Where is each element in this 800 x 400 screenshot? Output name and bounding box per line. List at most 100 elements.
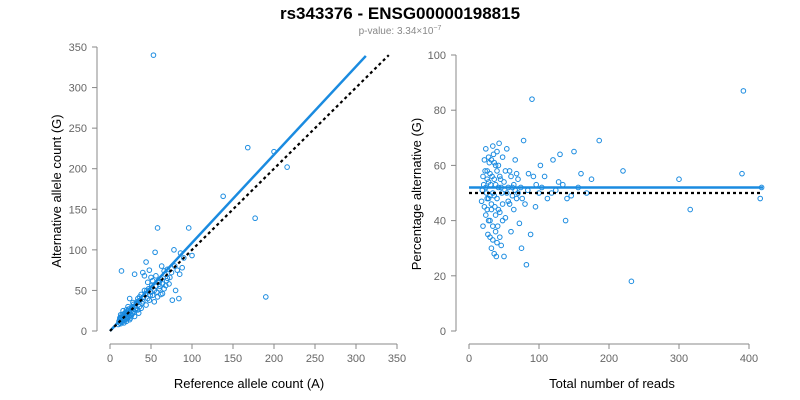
left-data-point	[149, 292, 156, 299]
right-data-point	[485, 179, 492, 185]
left-data-point	[146, 267, 153, 273]
left-data-point	[176, 271, 183, 278]
right-data-point	[491, 250, 498, 257]
left-data-point	[220, 193, 226, 200]
right-data-point	[568, 192, 575, 199]
right-data-point	[501, 253, 507, 260]
right-data-point	[504, 146, 510, 152]
right-data-point	[620, 168, 626, 174]
right-data-point	[481, 204, 488, 210]
right-data-point	[487, 234, 493, 240]
right-data-point	[483, 212, 489, 218]
pvalue-prefix: p-value: 3.34×10	[359, 26, 434, 37]
left-data-point	[150, 52, 157, 58]
right-data-point	[490, 237, 496, 243]
right-data-point	[515, 190, 521, 196]
right-data-point	[499, 201, 506, 207]
left-fit-line	[109, 55, 367, 332]
right-data-point	[512, 157, 519, 163]
left-data-point	[126, 316, 133, 323]
right-data-point	[544, 195, 551, 202]
right-data-point	[518, 245, 525, 251]
left-x-axis-label: Reference allele count (A)	[174, 376, 324, 391]
right-data-point	[497, 173, 503, 180]
right-x-tick-label: 200	[600, 353, 618, 365]
right-y-tick-label: 60	[434, 160, 446, 172]
left-data-point	[143, 259, 149, 265]
left-x-tick-label: 150	[224, 353, 242, 365]
left-x-tick-label: 350	[388, 353, 406, 365]
right-x-tick-label: 400	[740, 353, 758, 365]
right-y-tick-label: 0	[440, 326, 446, 338]
left-data-point	[263, 294, 269, 300]
left-x-tick-label: 50	[145, 353, 157, 365]
left-data-point	[284, 164, 290, 170]
right-y-tick-label: 20	[434, 271, 446, 283]
right-data-point	[494, 239, 500, 246]
left-data-point	[154, 294, 161, 300]
right-data-point	[557, 151, 563, 158]
left-data-point	[171, 247, 177, 253]
right-data-point	[478, 198, 485, 205]
right-data-point	[492, 162, 499, 169]
left-data-point	[176, 295, 182, 302]
right-data-point	[494, 168, 500, 174]
right-data-point	[484, 176, 491, 182]
left-data-point	[152, 249, 158, 256]
left-panel-allele-counts: Reference allele count (A) Alternative a…	[49, 42, 406, 391]
right-data-point	[492, 204, 498, 210]
right-data-point	[484, 195, 491, 202]
left-y-tick-label: 200	[69, 164, 87, 176]
right-data-point	[499, 154, 506, 160]
left-data-point	[158, 263, 165, 269]
right-data-point	[495, 162, 502, 169]
right-data-point	[519, 195, 526, 202]
right-data-point	[529, 96, 535, 102]
right-data-point	[757, 195, 764, 202]
right-data-point	[520, 137, 527, 144]
right-data-point	[488, 206, 495, 213]
left-data-point	[153, 273, 159, 279]
right-y-tick-label: 80	[434, 105, 446, 117]
right-data-point	[482, 168, 488, 174]
right-data-point	[496, 140, 502, 147]
right-data-point	[497, 209, 503, 216]
right-data-point	[484, 168, 491, 174]
right-data-point	[494, 148, 500, 155]
left-data-point	[135, 310, 142, 316]
right-data-point	[532, 204, 539, 210]
right-data-point	[487, 170, 493, 177]
right-data-point	[501, 179, 507, 185]
right-data-point	[492, 212, 499, 218]
right-data-point	[537, 162, 544, 169]
right-data-point	[497, 176, 504, 182]
right-data-point	[739, 170, 745, 177]
left-data-point	[146, 297, 153, 303]
right-data-point	[687, 206, 694, 213]
right-data-point	[491, 176, 498, 182]
right-data-point	[588, 176, 595, 182]
right-data-point	[550, 157, 556, 163]
right-data-point	[628, 278, 635, 285]
right-data-point	[505, 198, 512, 205]
right-data-point	[495, 206, 502, 213]
left-y-tick-label: 300	[69, 83, 87, 95]
left-data-point	[185, 225, 192, 231]
right-data-point	[494, 195, 500, 202]
right-data-point	[490, 223, 496, 229]
right-data-point	[523, 261, 530, 268]
left-data-point	[121, 320, 127, 326]
left-y-tick-label: 350	[69, 42, 87, 54]
left-data-point	[169, 297, 176, 303]
right-data-point	[506, 201, 513, 207]
left-data-point	[148, 274, 154, 281]
left-y-tick-label: 50	[75, 285, 87, 297]
left-data-point	[138, 305, 144, 312]
left-data-point	[159, 290, 166, 297]
left-y-tick-label: 0	[81, 326, 87, 338]
left-data-point	[174, 267, 181, 273]
left-x-tick-label: 200	[265, 353, 283, 365]
left-y-tick-label: 250	[69, 123, 87, 135]
right-data-point	[555, 179, 562, 185]
